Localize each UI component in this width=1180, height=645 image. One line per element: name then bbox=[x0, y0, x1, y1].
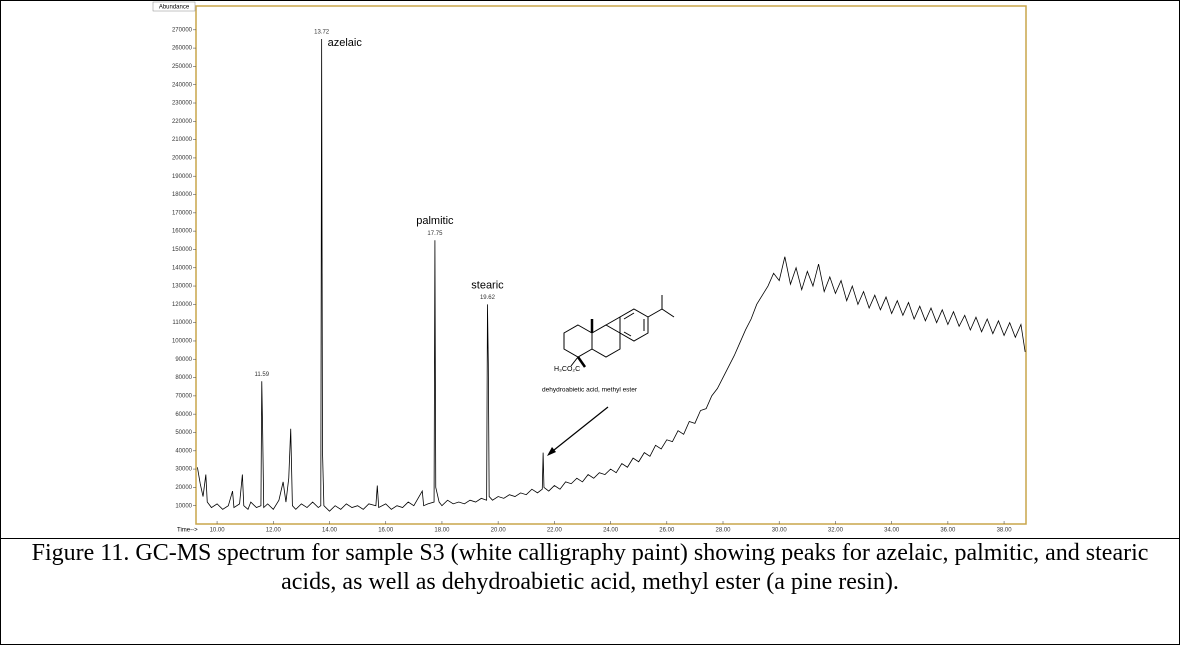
y-tick-label: 210000 bbox=[172, 137, 193, 143]
y-tick-label: 190000 bbox=[172, 174, 193, 180]
structure-label: H₃CO₂C bbox=[554, 366, 580, 373]
x-tick-label: 36.00 bbox=[940, 528, 956, 534]
y-tick-label: 50000 bbox=[175, 430, 192, 436]
y-tick-label: 150000 bbox=[172, 247, 193, 253]
x-tick-label: 22.00 bbox=[547, 528, 563, 534]
x-tick-label: 20.00 bbox=[491, 528, 507, 534]
plot-frame bbox=[195, 5, 1027, 525]
x-tick-label: 32.00 bbox=[828, 528, 844, 534]
y-tick-label: 90000 bbox=[175, 357, 192, 363]
y-tick-label: 220000 bbox=[172, 119, 193, 125]
y-tick-label: 260000 bbox=[172, 46, 193, 52]
peak-time-label: 13.72 bbox=[314, 30, 330, 36]
y-tick-label: 100000 bbox=[172, 339, 193, 345]
y-tick-label: 250000 bbox=[172, 64, 193, 70]
arrowhead bbox=[547, 447, 556, 456]
x-axis-label: Time--> bbox=[177, 528, 198, 534]
x-tick-label: 10.00 bbox=[210, 528, 226, 534]
y-axis-label: Abundance bbox=[159, 5, 190, 11]
x-tick-label: 24.00 bbox=[603, 528, 619, 534]
y-tick-label: 70000 bbox=[175, 393, 192, 399]
chart: Abundance Time--> H₃CO₂C dehydroabietic … bbox=[152, 1, 1027, 534]
y-tick-label: 140000 bbox=[172, 265, 193, 271]
x-tick-label: 30.00 bbox=[772, 528, 788, 534]
caption: Figure 11. GC-MS spectrum for sample S3 … bbox=[1, 538, 1179, 644]
y-tick-label: 110000 bbox=[172, 320, 192, 326]
x-tick-label: 18.00 bbox=[434, 528, 450, 534]
y-tick-label: 180000 bbox=[172, 192, 193, 198]
x-tick-label: 14.00 bbox=[322, 528, 338, 534]
x-tick-label: 34.00 bbox=[884, 528, 900, 534]
y-tick-label: 200000 bbox=[172, 156, 193, 162]
y-tick-label: 10000 bbox=[175, 503, 192, 509]
y-tick-label: 230000 bbox=[172, 101, 193, 107]
peak-time-label: 19.62 bbox=[480, 295, 496, 301]
y-tick-label: 160000 bbox=[172, 229, 193, 235]
structure-name: dehydroabietic acid, methyl ester bbox=[542, 387, 638, 394]
y-tick-label: 170000 bbox=[172, 210, 193, 216]
structure bbox=[563, 295, 675, 368]
x-tick-label: 38.00 bbox=[997, 528, 1013, 534]
x-tick-label: 16.00 bbox=[378, 528, 394, 534]
y-tick-label: 130000 bbox=[172, 284, 193, 290]
peak-name: stearic bbox=[471, 279, 504, 291]
peak-time-label: 11.59 bbox=[254, 372, 269, 378]
y-tick-label: 30000 bbox=[175, 467, 192, 473]
y-tick-label: 20000 bbox=[175, 485, 192, 491]
x-tick-label: 12.00 bbox=[266, 528, 282, 534]
x-tick-label: 26.00 bbox=[659, 528, 675, 534]
y-tick-label: 80000 bbox=[175, 375, 192, 381]
peak-time-label: 17.75 bbox=[427, 231, 443, 237]
x-tick-label: 28.00 bbox=[715, 528, 731, 534]
peak-name: azelaic bbox=[328, 37, 363, 49]
arrow bbox=[548, 406, 609, 455]
y-tick-label: 270000 bbox=[172, 27, 193, 33]
y-tick-label: 40000 bbox=[175, 448, 192, 454]
chromatogram-line bbox=[197, 38, 1026, 512]
y-tick-label: 60000 bbox=[175, 412, 192, 418]
y-label-box bbox=[152, 1, 196, 12]
y-tick-label: 240000 bbox=[172, 82, 193, 88]
peak-name: palmitic bbox=[416, 215, 454, 227]
y-tick-label: 120000 bbox=[172, 302, 193, 308]
